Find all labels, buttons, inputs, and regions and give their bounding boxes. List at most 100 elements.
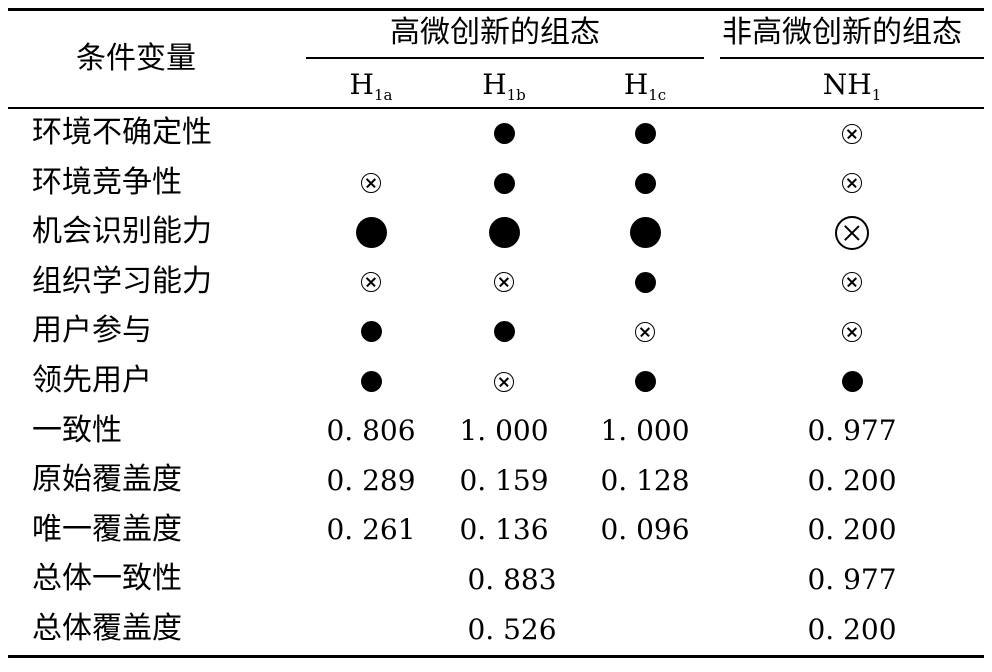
table-cell	[444, 258, 564, 307]
row-label: 组织学习能力	[32, 263, 212, 299]
metric-value: 0. 883	[467, 562, 557, 596]
row-label: 环境竞争性	[32, 164, 182, 200]
peripheral-present-filled-circle-icon	[634, 172, 656, 194]
table-cell: 0. 977	[792, 555, 912, 604]
peripheral-absent-crossed-circle-icon	[361, 173, 381, 194]
core-absent-crossed-circle-icon	[835, 215, 869, 250]
table-cell	[792, 258, 912, 307]
table-cell	[585, 307, 705, 356]
metric-value: 0. 128	[600, 463, 690, 497]
table-cell	[585, 357, 705, 406]
metric-row: 原始覆盖度 0. 289 0. 159 0. 128 0. 200	[0, 456, 992, 505]
condition-row: 环境竞争性	[0, 159, 992, 208]
metric-value: 0. 806	[326, 414, 416, 448]
peripheral-absent-crossed-circle-icon	[842, 272, 862, 293]
core-present-filled-circle-icon	[488, 217, 520, 249]
peripheral-present-filled-circle-icon	[634, 271, 656, 293]
peripheral-present-filled-circle-icon	[634, 371, 656, 392]
condition-row: 机会识别能力	[0, 208, 992, 257]
core-present-filled-circle-icon	[355, 217, 387, 249]
metric-value: 1. 000	[459, 414, 549, 448]
table-cell: 0. 526	[452, 605, 572, 654]
column-header-subscript: 1b	[506, 86, 526, 104]
non-high-innovation-group-header: 非高微创新的组态	[722, 15, 962, 50]
table-cell: 0. 977	[792, 407, 912, 456]
condition-row: 领先用户	[0, 357, 992, 406]
table-cell	[792, 109, 912, 158]
table-cell: 0. 136	[444, 506, 564, 555]
table-cell: 0. 200	[792, 605, 912, 654]
table-cell: 1. 000	[585, 407, 705, 456]
row-label: 一致性	[32, 412, 122, 448]
table-cell	[585, 109, 705, 158]
condition-row: 组织学习能力	[0, 258, 992, 307]
row-label: 唯一覆盖度	[32, 511, 182, 547]
table-cell: 0. 159	[444, 456, 564, 505]
peripheral-absent-crossed-circle-icon	[842, 321, 862, 342]
table-cell	[792, 307, 912, 356]
column-header-subscript: 1c	[648, 86, 667, 104]
table-cell: 0. 096	[585, 506, 705, 555]
table-cell	[444, 208, 564, 257]
table-top-rule	[8, 8, 984, 11]
metric-value: 0. 977	[807, 562, 897, 596]
table-header-rule	[8, 107, 984, 109]
peripheral-absent-crossed-circle-icon	[635, 321, 655, 342]
peripheral-present-filled-circle-icon	[360, 321, 382, 343]
row-label: 机会识别能力	[32, 214, 212, 250]
table-cell: 0. 883	[452, 555, 572, 604]
table-cell: 0. 200	[792, 456, 912, 505]
table-cell: 0. 806	[311, 407, 431, 456]
condition-variable-header: 条件变量	[76, 41, 196, 76]
metric-value: 0. 159	[459, 463, 549, 497]
table-cell	[792, 208, 912, 257]
row-label: 总体覆盖度	[32, 611, 182, 646]
table-cell	[311, 357, 431, 406]
metric-value: 0. 096	[600, 513, 690, 547]
table-cell: 0. 261	[311, 506, 431, 555]
peripheral-present-filled-circle-icon	[493, 123, 515, 144]
high-innovation-group-header: 高微创新的组态	[390, 15, 600, 50]
column-header-base: H	[482, 68, 507, 101]
table-cell: 1. 000	[444, 407, 564, 456]
column-header-h1b: H1b	[482, 68, 526, 104]
column-header-nh1: NH1	[822, 68, 882, 104]
peripheral-absent-crossed-circle-icon	[494, 371, 514, 392]
peripheral-absent-crossed-circle-icon	[842, 173, 862, 194]
metric-row: 唯一覆盖度 0. 261 0. 136 0. 096 0. 200	[0, 506, 992, 555]
group-nonhigh-underline	[720, 57, 984, 59]
column-header-h1a: H1a	[350, 68, 393, 103]
table-cell	[311, 208, 431, 257]
column-header-h1c: H1c	[623, 68, 667, 104]
peripheral-present-filled-circle-icon	[841, 371, 863, 392]
table-cell	[311, 159, 431, 208]
core-present-filled-circle-icon	[629, 217, 661, 249]
table-cell	[444, 307, 564, 356]
peripheral-present-filled-circle-icon	[634, 123, 656, 144]
column-header-base: H	[623, 68, 649, 101]
metric-value: 0. 977	[807, 414, 897, 448]
peripheral-present-filled-circle-icon	[493, 172, 515, 194]
peripheral-present-filled-circle-icon	[493, 321, 515, 343]
column-header-subscript: 1	[871, 86, 882, 104]
peripheral-absent-crossed-circle-icon	[361, 272, 381, 293]
table-cell	[311, 258, 431, 307]
row-label: 环境不确定性	[32, 115, 212, 150]
table-cell: 0. 128	[585, 456, 705, 505]
table-bottom-rule	[8, 655, 984, 658]
overall-row: 总体覆盖度 0. 526 0. 200	[0, 605, 992, 654]
peripheral-absent-crossed-circle-icon	[842, 123, 862, 144]
table-cell	[585, 258, 705, 307]
table-cell	[585, 159, 705, 208]
column-header-base: NH	[822, 68, 872, 101]
table-cell	[444, 159, 564, 208]
table-cell	[444, 109, 564, 158]
metric-value: 0. 289	[326, 463, 416, 497]
table-cell	[444, 357, 564, 406]
row-label: 原始覆盖度	[32, 462, 182, 498]
overall-row: 总体一致性 0. 883 0. 977	[0, 555, 992, 604]
metric-value: 1. 000	[600, 414, 690, 448]
metric-value: 0. 526	[467, 612, 557, 646]
metric-value: 0. 200	[807, 612, 897, 646]
table-cell: 0. 200	[792, 506, 912, 555]
